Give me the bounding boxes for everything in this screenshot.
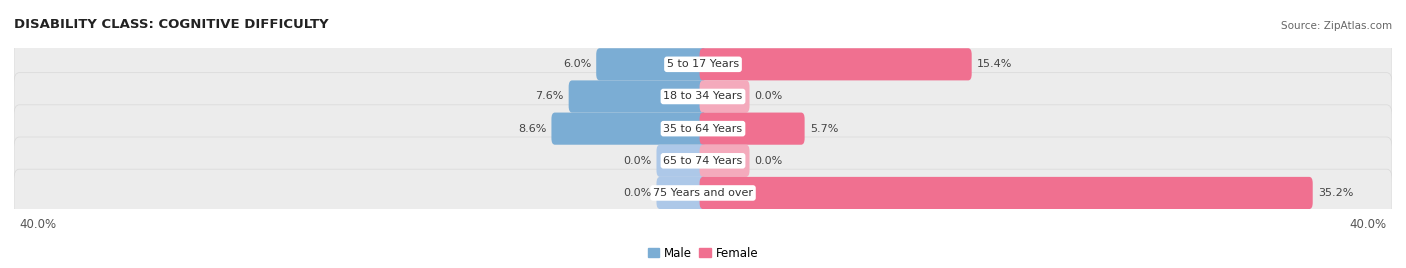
FancyBboxPatch shape (551, 113, 706, 145)
Text: 35.2%: 35.2% (1317, 188, 1353, 198)
Text: 0.0%: 0.0% (755, 156, 783, 166)
Text: 75 Years and over: 75 Years and over (652, 188, 754, 198)
FancyBboxPatch shape (700, 177, 1313, 209)
Text: 6.0%: 6.0% (562, 59, 591, 69)
Text: 40.0%: 40.0% (1350, 218, 1386, 231)
Legend: Male, Female: Male, Female (643, 242, 763, 264)
FancyBboxPatch shape (568, 80, 706, 113)
FancyBboxPatch shape (14, 137, 1392, 185)
Text: 5 to 17 Years: 5 to 17 Years (666, 59, 740, 69)
FancyBboxPatch shape (657, 177, 706, 209)
Text: 0.0%: 0.0% (755, 91, 783, 102)
Text: 35 to 64 Years: 35 to 64 Years (664, 124, 742, 134)
FancyBboxPatch shape (700, 145, 749, 177)
Text: 65 to 74 Years: 65 to 74 Years (664, 156, 742, 166)
FancyBboxPatch shape (700, 48, 972, 80)
Text: 8.6%: 8.6% (517, 124, 547, 134)
FancyBboxPatch shape (14, 40, 1392, 88)
Text: 15.4%: 15.4% (977, 59, 1012, 69)
Text: 0.0%: 0.0% (623, 156, 651, 166)
Text: DISABILITY CLASS: COGNITIVE DIFFICULTY: DISABILITY CLASS: COGNITIVE DIFFICULTY (14, 17, 329, 31)
Text: 40.0%: 40.0% (20, 218, 56, 231)
FancyBboxPatch shape (596, 48, 706, 80)
FancyBboxPatch shape (14, 73, 1392, 120)
FancyBboxPatch shape (700, 113, 804, 145)
FancyBboxPatch shape (14, 169, 1392, 217)
FancyBboxPatch shape (700, 80, 749, 113)
Text: Source: ZipAtlas.com: Source: ZipAtlas.com (1281, 21, 1392, 31)
Text: 7.6%: 7.6% (536, 91, 564, 102)
Text: 5.7%: 5.7% (810, 124, 838, 134)
Text: 0.0%: 0.0% (623, 188, 651, 198)
Text: 18 to 34 Years: 18 to 34 Years (664, 91, 742, 102)
FancyBboxPatch shape (14, 105, 1392, 152)
FancyBboxPatch shape (657, 145, 706, 177)
